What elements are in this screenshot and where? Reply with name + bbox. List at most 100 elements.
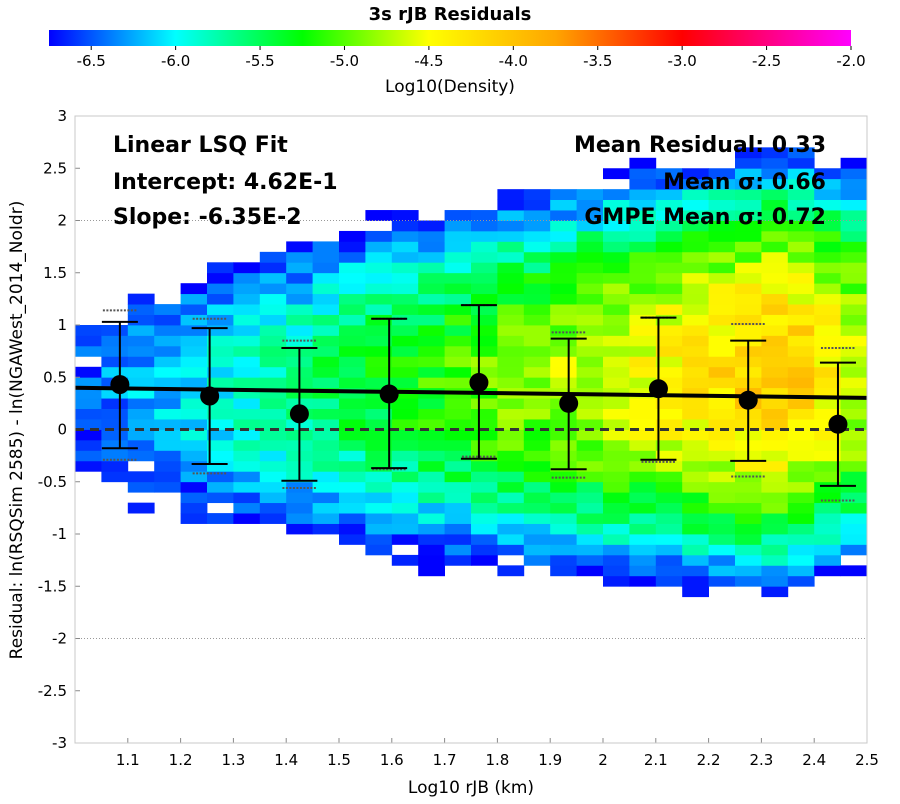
y-tick-label: -1.5	[38, 577, 67, 595]
heatmap-cell	[814, 554, 841, 566]
heatmap-cell	[312, 398, 340, 409]
heatmap-cell	[339, 335, 366, 347]
heatmap-cell	[444, 304, 472, 315]
heatmap-cell	[523, 523, 551, 535]
heatmap-cell	[655, 251, 683, 263]
heatmap-cell	[814, 241, 841, 253]
heatmap-cell	[312, 523, 340, 535]
heatmap-cell	[207, 304, 234, 315]
heatmap-cell	[339, 325, 366, 336]
heatmap-cell	[629, 335, 657, 347]
heatmap-cell	[207, 419, 234, 430]
heatmap-cell	[101, 460, 129, 472]
heatmap-cell	[814, 398, 841, 409]
heatmap-cell	[761, 262, 789, 274]
heatmap-cell	[180, 356, 208, 368]
heatmap-cell	[418, 554, 445, 566]
heatmap-cell	[655, 450, 683, 462]
heatmap-cell	[603, 335, 630, 347]
heatmap-cell	[471, 554, 498, 566]
heatmap-cell	[787, 178, 815, 190]
heatmap-cell	[840, 419, 867, 430]
heatmap-cell	[550, 439, 577, 451]
heatmap-cell	[233, 377, 261, 389]
heatmap-cell	[365, 345, 393, 357]
heatmap-cell	[75, 325, 102, 336]
heatmap-cell	[603, 199, 630, 211]
heatmap-cell	[497, 534, 525, 545]
heatmap-cell	[840, 460, 867, 472]
heatmap-cell	[207, 429, 234, 441]
heatmap-cell	[550, 230, 577, 242]
heatmap-cell	[207, 366, 234, 378]
heatmap-cell	[682, 230, 709, 242]
heatmap-cell	[233, 325, 261, 336]
heatmap-cell	[603, 230, 630, 242]
heatmap-cell	[787, 523, 815, 535]
heatmap-cell	[682, 439, 709, 451]
heatmap-cell	[418, 429, 445, 441]
heatmap-cell	[840, 157, 867, 169]
heatmap-cell	[655, 471, 683, 483]
heatmap-cell	[787, 262, 815, 274]
heatmap-cell	[814, 168, 841, 180]
heatmap-cell	[814, 492, 841, 504]
heatmap-cell	[259, 419, 287, 430]
heatmap-cell	[312, 387, 340, 399]
heatmap-cell	[259, 492, 287, 504]
heatmap-cell	[708, 178, 736, 190]
heatmap-cell	[787, 419, 815, 430]
heatmap-cell	[708, 575, 736, 587]
heatmap-cell	[708, 366, 736, 378]
heatmap-cell	[814, 345, 841, 357]
heatmap-cell	[471, 502, 498, 514]
heatmap-cell	[550, 272, 577, 284]
heatmap-cell	[761, 293, 789, 305]
heatmap-cell	[682, 471, 709, 483]
heatmap-cell	[154, 387, 181, 399]
heatmap-cell	[735, 471, 762, 483]
heatmap-cell	[207, 460, 234, 472]
heatmap-cell	[286, 304, 313, 315]
heatmap-cell	[787, 189, 815, 200]
heatmap-cell	[550, 366, 577, 378]
heatmap-cell	[787, 502, 815, 514]
heatmap-cell	[682, 325, 709, 336]
heatmap-cell	[550, 345, 577, 357]
heatmap-cell	[735, 241, 762, 253]
heatmap-cell	[391, 314, 419, 326]
heatmap-cell	[259, 481, 287, 493]
heatmap-cell	[787, 450, 815, 462]
x-tick-label: 1.5	[327, 751, 351, 769]
heatmap-cell	[814, 534, 841, 545]
heatmap-cell	[682, 345, 709, 357]
heatmap-cell	[497, 325, 525, 336]
gmpe-mean-sigma: GMPE Mean σ: 0.72	[584, 205, 826, 230]
heatmap-cell	[101, 439, 129, 451]
heatmap-cell	[497, 450, 525, 462]
heatmap-cell	[576, 481, 604, 493]
heatmap-cell	[629, 408, 657, 420]
heatmap-cell	[523, 429, 551, 441]
heatmap-cell	[814, 230, 841, 242]
heatmap-cell	[471, 408, 498, 420]
heatmap-cell	[259, 460, 287, 472]
heatmap-cell	[391, 241, 419, 253]
heatmap-cell	[312, 262, 340, 274]
heatmap-cell	[814, 314, 841, 326]
heatmap-cell	[101, 387, 129, 399]
heatmap-cell	[761, 335, 789, 347]
x-tick-label: 1.2	[169, 751, 193, 769]
heatmap-cell	[418, 366, 445, 378]
heatmap-cell	[735, 481, 762, 493]
heatmap-cell	[840, 241, 867, 253]
heatmap-cell	[365, 251, 393, 263]
heatmap-cell	[682, 272, 709, 284]
heatmap-cell	[312, 481, 340, 493]
heatmap-cell	[761, 439, 789, 451]
heatmap-cell	[233, 283, 261, 295]
heatmap-cell	[708, 554, 736, 566]
heatmap-cell	[154, 481, 181, 493]
heatmap-cell	[840, 439, 867, 451]
heatmap-cell	[444, 272, 472, 284]
